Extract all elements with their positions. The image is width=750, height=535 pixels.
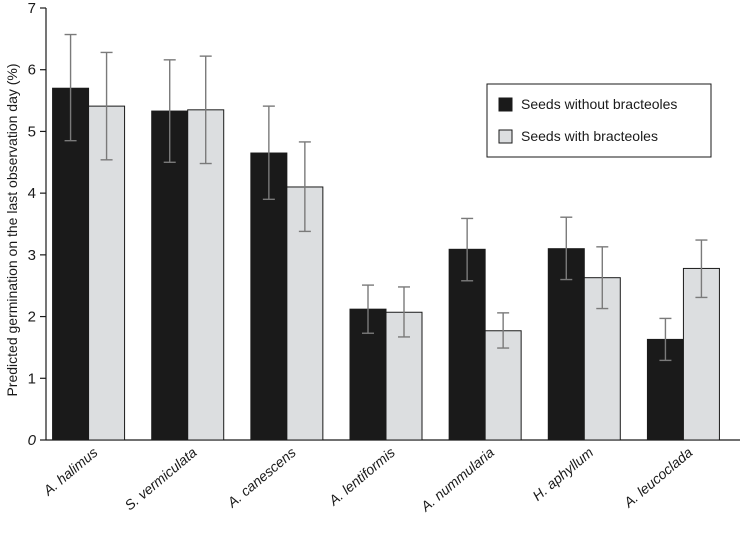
bar-without-bracteoles [151,110,189,441]
y-tick-label: 1 [28,370,36,387]
legend: Seeds without bracteoles Seeds with brac… [486,83,712,158]
category-label: S. vermiculata [121,444,199,513]
chart-error-bars [64,33,708,362]
y-tick-label: 2 [28,309,36,326]
legend-swatch-with-bracteoles [498,129,513,144]
category-label: A. halimus [39,444,100,499]
category-label: A. canescens [223,444,298,511]
legend-label-with-bracteoles: Seeds with bracteoles [521,128,658,144]
bar-with-bracteoles [187,109,225,441]
legend-box [486,83,712,158]
bar-with-bracteoles [88,105,126,441]
legend-label-without-bracteoles: Seeds without bracteoles [521,96,677,112]
y-tick-label: 4 [28,185,36,202]
y-tick-label: 5 [28,123,36,140]
chart-category-labels: A. halimus S. vermiculata A. canescens A. l… [39,444,695,515]
category-label: H. aphyllum [529,444,596,504]
category-label: A. lentiformis [325,444,398,509]
bar-without-bracteoles [547,248,585,441]
y-tick-label: 7 [28,0,36,17]
bar-without-bracteoles [52,87,90,441]
y-tick-label: 6 [28,62,36,79]
y-tick-label: 0 [28,432,37,449]
category-label: A. nummularia [417,444,497,515]
bar-with-bracteoles [484,330,522,441]
y-tick-label: 3 [28,247,36,264]
category-label: A. leucoclada [620,444,696,511]
legend-swatch-without-bracteoles [498,97,513,112]
y-axis-label: Predicted germination on the last observ… [4,63,20,396]
